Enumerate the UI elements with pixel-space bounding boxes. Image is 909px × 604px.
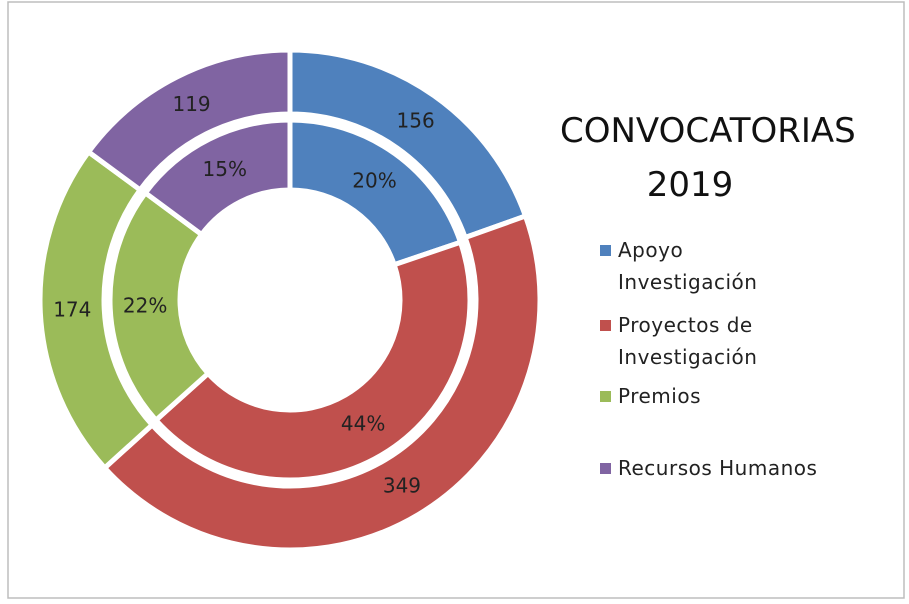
data-label: 15% [203, 157, 247, 181]
legend-item: Apoyo Investigación [600, 234, 870, 298]
legend-label: Apoyo Investigación [618, 238, 758, 294]
legend-swatch [600, 391, 611, 402]
legend-item: Premios [600, 380, 870, 412]
slice [141, 117, 293, 239]
data-label: 22% [123, 293, 167, 317]
chart-title: CONVOCATORIAS 2019 [560, 111, 856, 205]
legend-label: Recursos Humanos [618, 456, 818, 480]
legend-swatch [600, 320, 611, 331]
legend-label: Proyectos de Investigación [618, 313, 758, 369]
data-label: 156 [397, 108, 435, 132]
data-label: 20% [352, 169, 396, 193]
slice [152, 239, 473, 483]
data-label: 174 [53, 298, 91, 322]
legend-label: Premios [618, 384, 701, 408]
legend-item: Recursos Humanos [600, 452, 870, 484]
slice [101, 212, 543, 553]
legend-swatch [600, 463, 611, 474]
data-label: 44% [341, 412, 385, 436]
slice [287, 117, 464, 268]
slice [85, 47, 293, 194]
data-label: 349 [383, 474, 421, 498]
legend-swatch [600, 245, 611, 256]
data-label: 119 [172, 92, 210, 116]
legend-item: Proyectos de Investigación [600, 309, 870, 373]
frame [7, 1, 905, 599]
slice [107, 189, 212, 424]
